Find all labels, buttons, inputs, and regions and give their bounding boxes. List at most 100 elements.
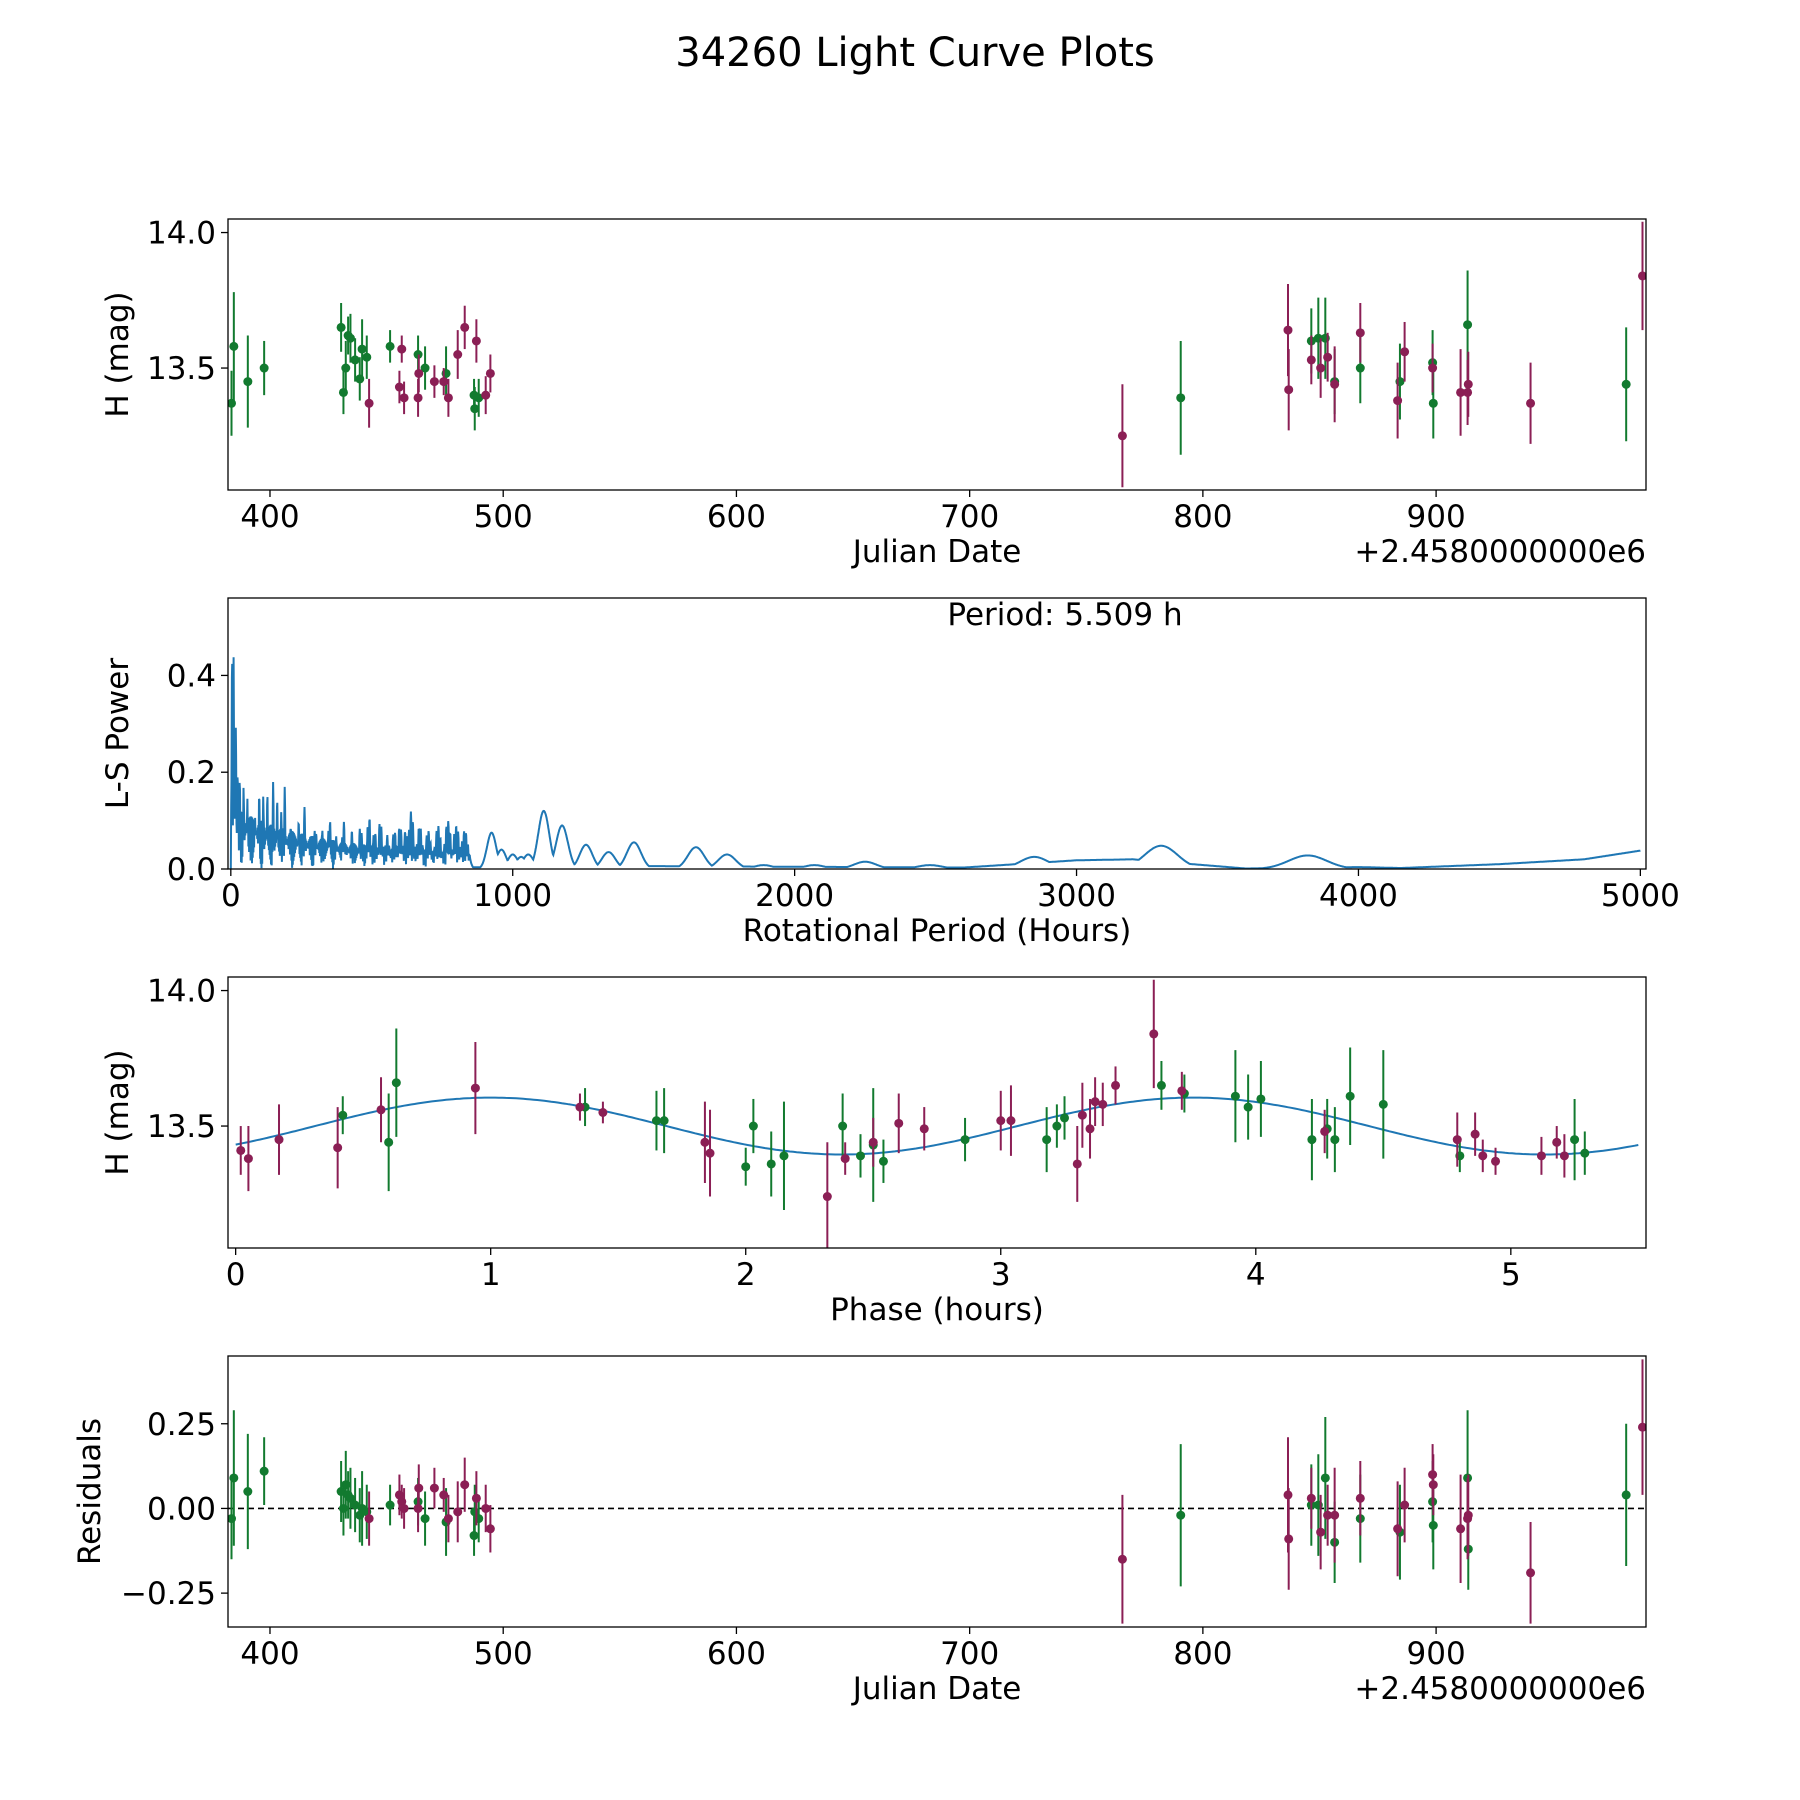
data-point <box>1117 1554 1127 1564</box>
data-point <box>397 344 407 354</box>
data-point <box>766 1159 776 1169</box>
data-point <box>385 341 395 351</box>
data-point <box>1456 387 1466 397</box>
data-point <box>1355 363 1365 373</box>
data-point <box>1085 1124 1095 1134</box>
data-point <box>336 322 346 332</box>
data-point <box>345 333 355 343</box>
folded-data-layer <box>235 979 1639 1248</box>
data-point <box>1526 398 1536 408</box>
data-point <box>1176 393 1186 403</box>
y-tick-label: 13.5 <box>147 1109 216 1145</box>
data-point <box>1355 1493 1365 1503</box>
data-point <box>259 1466 269 1476</box>
data-point <box>1330 379 1340 389</box>
data-point <box>840 1154 850 1164</box>
model-fit-curve <box>235 1096 1639 1156</box>
data-point <box>470 404 480 414</box>
data-point <box>1428 1520 1438 1530</box>
data-point <box>429 1483 439 1493</box>
data-point <box>1306 355 1316 365</box>
data-point <box>659 1116 669 1126</box>
x-tick-label: 1000 <box>473 878 552 914</box>
x-tick-label: 5 <box>1501 1257 1521 1293</box>
data-point <box>919 1124 929 1134</box>
data-point <box>700 1137 710 1147</box>
data-point <box>1478 1151 1488 1161</box>
data-point <box>1570 1135 1580 1145</box>
data-point <box>1316 1527 1326 1537</box>
data-point <box>838 1121 848 1131</box>
data-point <box>481 390 491 400</box>
data-point <box>443 393 453 403</box>
data-point <box>443 1514 453 1524</box>
x-tick-label: 2000 <box>755 878 834 914</box>
x-tick-label: 4000 <box>1319 878 1398 914</box>
data-point <box>1463 320 1473 330</box>
data-point <box>1463 1510 1473 1520</box>
data-point <box>350 1500 360 1510</box>
y-axis-label: H (mag) <box>100 291 136 417</box>
maroon-series <box>364 1359 1646 1624</box>
y-axis-label: H (mag) <box>100 1049 136 1175</box>
data-point <box>575 1102 585 1112</box>
x-tick-label: 2 <box>736 1257 756 1293</box>
data-point <box>1400 347 1410 357</box>
data-point <box>1283 325 1293 335</box>
y-axis-label: L-S Power <box>100 658 136 809</box>
data-point <box>1536 1151 1546 1161</box>
data-point <box>350 355 360 365</box>
data-point <box>481 1503 491 1513</box>
data-point <box>748 1121 758 1131</box>
data-point <box>439 1490 449 1500</box>
y-tick-label: −0.25 <box>121 1576 216 1612</box>
y-tick-label: 14.0 <box>147 216 216 252</box>
data-point <box>1256 1094 1266 1104</box>
data-point <box>1320 1126 1330 1136</box>
x-tick-label: 700 <box>940 499 999 535</box>
data-point <box>385 1500 395 1510</box>
data-point <box>894 1118 904 1128</box>
x-offset-label: +2.4580000000e6 <box>1354 534 1646 570</box>
figure-title: 34260 Light Curve Plots <box>675 30 1154 76</box>
data-point <box>414 1483 424 1493</box>
data-point <box>364 1514 374 1524</box>
x-tick-label: 500 <box>474 1636 533 1672</box>
data-point <box>474 393 484 403</box>
data-point <box>1042 1135 1052 1145</box>
data-point <box>1177 1086 1187 1096</box>
axes-frame <box>227 218 1647 491</box>
y-tick-label: 0.0 <box>167 852 216 888</box>
data-point <box>460 322 470 332</box>
x-tick-label: 0 <box>226 1257 246 1293</box>
data-point <box>460 1480 470 1490</box>
data-point <box>1323 352 1333 362</box>
data-point <box>236 1145 246 1155</box>
x-tick-label: 600 <box>707 1636 766 1672</box>
green-series <box>338 1028 1590 1211</box>
data-point <box>741 1162 751 1172</box>
y-axis-label: Residuals <box>72 1418 108 1565</box>
data-point <box>1452 1135 1462 1145</box>
data-point <box>1090 1097 1100 1107</box>
maroon-series <box>364 221 1646 488</box>
x-tick-label: 400 <box>240 1636 299 1672</box>
data-point <box>705 1148 715 1158</box>
data-point <box>1491 1156 1501 1166</box>
data-point <box>1284 1534 1294 1544</box>
data-point <box>996 1116 1006 1126</box>
data-point <box>1638 1422 1646 1432</box>
periodogram-data-layer <box>229 657 1641 869</box>
data-point <box>362 352 372 362</box>
data-point <box>259 363 269 373</box>
green-series <box>228 1410 1631 1590</box>
data-point <box>453 1507 463 1517</box>
x-tick-label: 5000 <box>1601 878 1680 914</box>
x-tick-label: 800 <box>1173 1636 1232 1672</box>
data-point <box>1428 398 1438 408</box>
data-point <box>1456 1524 1466 1534</box>
periodogram-panel: 0 1000 2000 3000 4000 5000 0.0 0.2 0.4 Rotational… <box>100 597 1680 949</box>
raw-data-layer <box>228 221 1646 488</box>
data-point <box>391 1078 401 1088</box>
data-point <box>420 363 430 373</box>
